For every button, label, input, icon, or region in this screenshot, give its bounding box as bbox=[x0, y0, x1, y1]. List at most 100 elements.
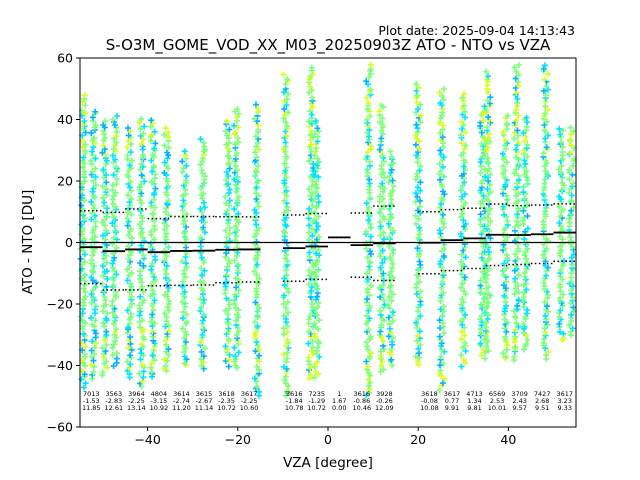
scatter-point bbox=[148, 369, 155, 376]
scatter-point bbox=[91, 205, 98, 212]
scatter-point bbox=[100, 351, 107, 358]
scatter-point bbox=[201, 219, 208, 226]
scatter-point bbox=[364, 254, 371, 261]
scatter-point bbox=[109, 240, 116, 247]
scatter-point bbox=[308, 87, 315, 94]
scatter-point bbox=[522, 249, 529, 256]
scatter-point bbox=[315, 266, 322, 273]
bin-stat-label: 3563 bbox=[106, 390, 123, 398]
scatter-point bbox=[152, 277, 159, 284]
scatter-point bbox=[110, 321, 117, 328]
scatter-point bbox=[311, 152, 318, 159]
scatter-point bbox=[440, 253, 447, 259]
scatter-point bbox=[112, 142, 119, 149]
scatter-point bbox=[151, 190, 158, 196]
bin-stat-label: -2.74 bbox=[173, 397, 190, 405]
scatter-point bbox=[101, 323, 108, 330]
scatter-point bbox=[437, 99, 444, 106]
scatter-point bbox=[103, 315, 109, 322]
bin-stat-label: 1.34 bbox=[467, 397, 481, 405]
scatter-point bbox=[179, 299, 186, 305]
scatter-point bbox=[388, 356, 395, 363]
scatter-point bbox=[501, 292, 508, 299]
scatter-point bbox=[460, 90, 467, 97]
scatter-point bbox=[235, 194, 242, 201]
bin-stat-label: 11.85 bbox=[82, 404, 101, 412]
bin-stat-label: 2.68 bbox=[535, 397, 549, 405]
scatter-point bbox=[459, 262, 466, 269]
scatter-point bbox=[90, 201, 97, 208]
scatter-point bbox=[90, 294, 97, 301]
scatter-point bbox=[559, 206, 566, 213]
scatter-point bbox=[81, 236, 88, 243]
bin-stat-label: -2.67 bbox=[196, 397, 213, 405]
scatter-point bbox=[390, 309, 397, 316]
scatter-point bbox=[312, 280, 319, 287]
scatter-point bbox=[225, 257, 232, 264]
scatter-point bbox=[282, 305, 289, 311]
scatter-point bbox=[88, 198, 95, 205]
scatter-point bbox=[310, 104, 316, 110]
scatter-point bbox=[235, 139, 242, 146]
scatter-point bbox=[285, 91, 291, 97]
scatter-point bbox=[255, 122, 262, 129]
scatter-point bbox=[223, 346, 230, 353]
scatter-point bbox=[541, 325, 548, 332]
scatter-point bbox=[558, 267, 564, 274]
scatter-point bbox=[90, 287, 96, 293]
scatter-point bbox=[438, 264, 445, 271]
scatter-point bbox=[161, 291, 168, 298]
scatter-point bbox=[253, 363, 260, 370]
scatter-point bbox=[281, 292, 288, 299]
scatter-point bbox=[309, 270, 315, 277]
y-axis-label: ATO - NTO [DU] bbox=[20, 190, 36, 295]
scatter-point bbox=[102, 348, 109, 355]
bin-stat-label: 7427 bbox=[534, 390, 551, 398]
scatter-point bbox=[280, 115, 287, 122]
scatter-point bbox=[515, 132, 521, 139]
scatter-point bbox=[540, 150, 547, 157]
scatter-point bbox=[231, 257, 238, 264]
scatter-point bbox=[439, 312, 446, 319]
scatter-point bbox=[232, 353, 239, 360]
scatter-point bbox=[522, 313, 529, 320]
scatter-point bbox=[223, 234, 230, 241]
scatter-point bbox=[511, 353, 518, 360]
scatter-point bbox=[415, 361, 422, 368]
scatter-point bbox=[161, 159, 168, 166]
scatter-point bbox=[234, 216, 241, 223]
scatter-point bbox=[102, 151, 109, 158]
scatter-point bbox=[458, 251, 465, 258]
scatter-point bbox=[252, 299, 259, 306]
scatter-column bbox=[77, 92, 89, 391]
scatter-point bbox=[88, 314, 94, 321]
scatter-point bbox=[413, 81, 420, 87]
scatter-point bbox=[486, 138, 493, 145]
scatter-point bbox=[388, 214, 395, 221]
scatter-point bbox=[377, 119, 384, 126]
bin-stat-label: 3618 bbox=[421, 390, 438, 398]
scatter-point bbox=[413, 290, 420, 297]
scatter-point bbox=[89, 114, 96, 121]
scatter-point bbox=[91, 135, 97, 142]
scatter-point bbox=[103, 268, 110, 275]
scatter-point bbox=[483, 303, 490, 310]
scatter-point bbox=[182, 274, 189, 281]
scatter-point bbox=[138, 225, 145, 232]
scatter-point bbox=[458, 328, 465, 335]
scatter-point bbox=[438, 285, 445, 291]
scatter-point bbox=[149, 260, 156, 267]
scatter-point bbox=[223, 210, 230, 217]
scatter-point bbox=[315, 158, 322, 165]
scatter-point bbox=[181, 288, 188, 295]
scatter-point bbox=[149, 287, 156, 294]
scatter-point bbox=[77, 313, 84, 320]
scatter-point bbox=[164, 149, 170, 156]
scatter-point bbox=[147, 240, 154, 247]
scatter-point bbox=[150, 162, 157, 169]
scatter-point bbox=[102, 252, 109, 259]
scatter-point bbox=[416, 279, 423, 285]
scatter-point bbox=[161, 142, 168, 149]
scatter-point bbox=[365, 376, 372, 383]
